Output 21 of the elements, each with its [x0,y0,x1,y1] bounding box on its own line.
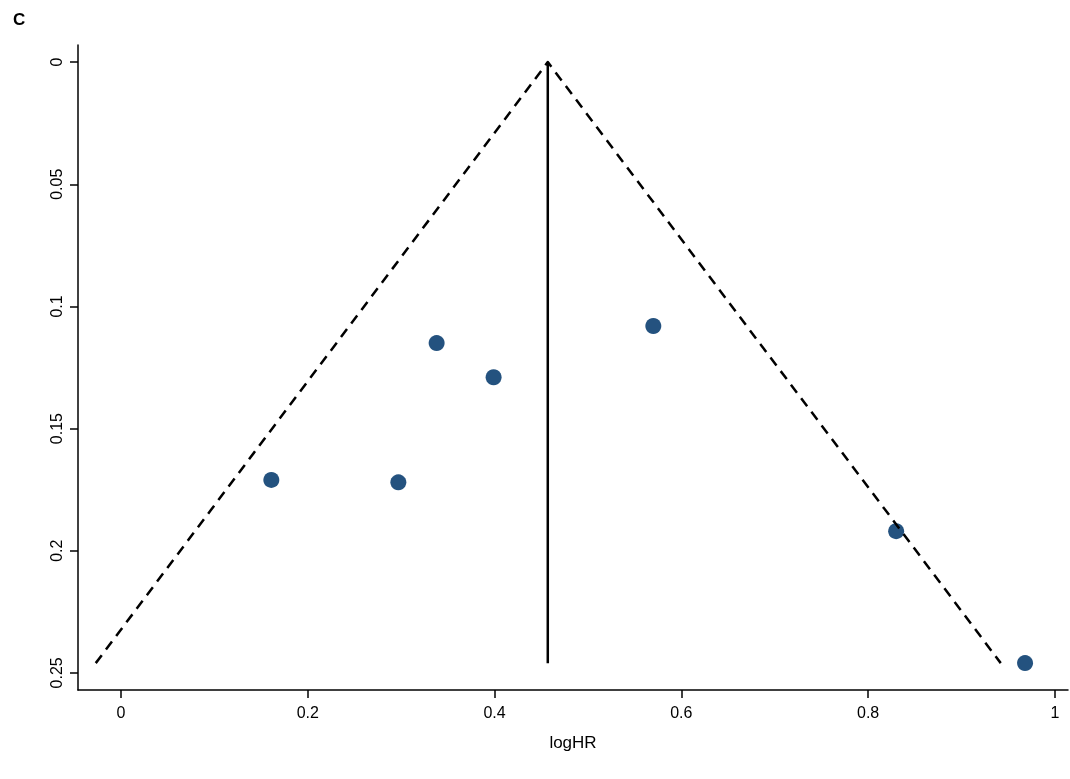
x-tick-label: 0.2 [296,703,319,721]
point [485,369,502,386]
x-tick-label: 1 [1050,703,1060,721]
point [645,317,662,334]
x-tick-label: 0.6 [670,703,693,721]
x-axis-title: logHR [549,733,597,752]
point [888,523,905,540]
point [1017,655,1034,672]
y-tick-label: 0.1 [47,295,65,318]
x-tick-label: 0.8 [857,703,880,721]
point [428,335,445,352]
y-tick-label: 0.15 [47,412,65,445]
point [263,471,280,488]
y-tick-label: 0.2 [47,539,65,562]
x-tick-label: 0 [116,703,126,721]
x-tick-label: 0.4 [483,703,506,721]
y-tick-label: 0.25 [47,657,65,689]
y-tick-label: 0.05 [47,168,65,200]
chart-title: C [13,10,26,29]
point [390,474,407,491]
y-tick-label: 0 [47,57,65,67]
